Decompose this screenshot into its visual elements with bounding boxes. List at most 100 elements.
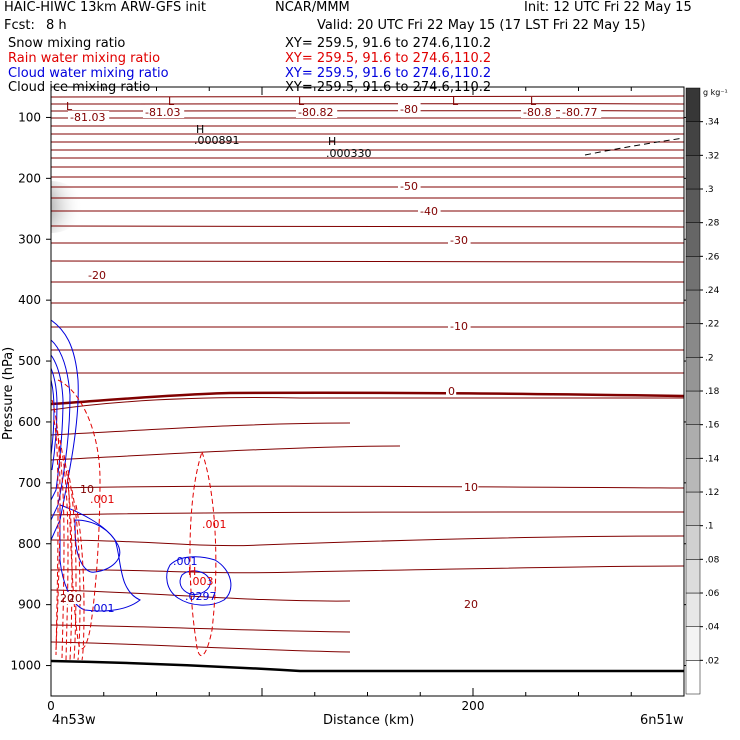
temp-contour-label: -80: [400, 103, 418, 116]
init-time: Init: 12 UTC Fri 22 May 15: [524, 0, 692, 15]
colorbar-swatch: [685, 559, 701, 594]
org-label: NCAR/MMM: [275, 0, 350, 15]
temp-label-bg: [521, 106, 556, 118]
y-tick-label: 600: [18, 415, 41, 429]
field-rain-xy: XY= 259.5, 91.6 to 274.6,110.2: [285, 51, 492, 66]
extremum-label: .000330: [326, 147, 372, 160]
temp-contour-label: -30: [450, 234, 468, 247]
extremum-label: L: [168, 95, 175, 108]
colorbar-swatch: [685, 357, 701, 392]
extremum-label: .0297: [185, 590, 217, 603]
x-tick-label: 200: [462, 699, 485, 713]
fcst-label: Fcst:: [4, 18, 35, 33]
extremum-label: H: [196, 123, 204, 136]
colorbar-label: .24: [705, 286, 720, 296]
x-endpoint-right: 6n51w: [640, 713, 684, 728]
temp-contour-label: 10: [464, 481, 478, 494]
colorbar-swatch: [685, 87, 701, 122]
ground-line: [51, 659, 684, 673]
colorbar-label: .32: [705, 151, 719, 161]
temp-label-bg: [68, 111, 110, 123]
freezing-level-line: [51, 391, 684, 406]
plot-frame: [50, 86, 685, 697]
x-tick-label: 0: [47, 699, 55, 713]
y-tick-label: 500: [18, 354, 41, 368]
y-tick-label: 200: [18, 171, 41, 185]
temp-contour-label: -40: [420, 205, 438, 218]
field-snow-name: Snow mixing ratio: [8, 36, 126, 51]
colorbar-swatch: [685, 660, 701, 695]
colorbar-label: .3: [705, 185, 714, 195]
colorbar-label: .1: [705, 522, 714, 532]
y-tick-label: 800: [18, 537, 41, 551]
colorbar-label: .2: [705, 353, 714, 363]
field-rain-name: Rain water mixing ratio: [8, 51, 161, 66]
extremum-label: .000891: [194, 134, 240, 147]
y-tick-label: 300: [18, 232, 41, 246]
mixing-ratio-label: .003: [189, 575, 214, 588]
colorbar: .02 .04 .06 .08 .1 .12 .14 .16 .18 .2 .22 .24 .26 .28…: [685, 87, 720, 695]
mixing-ratio-label: .001: [90, 493, 115, 506]
colorbar-label: .02: [705, 656, 719, 666]
extremum-label: H: [328, 135, 336, 148]
temp-label-bg: [418, 205, 441, 217]
extremum-label: L: [298, 95, 305, 108]
temp-contour-label: 20: [464, 598, 478, 611]
extremum-label: L: [452, 95, 459, 108]
colorbar-swatch: [685, 155, 701, 190]
mixing-ratio-label: .001: [202, 518, 227, 531]
fcst-value: 8 h: [46, 18, 67, 33]
colorbar-swatch: [685, 626, 701, 661]
colorbar-label: .08: [705, 555, 720, 565]
temp-contour-label: -20: [88, 269, 106, 282]
extremum-label: H: [188, 565, 196, 578]
y-tick-label: 900: [18, 598, 41, 612]
colorbar-swatch: [685, 289, 701, 324]
mixing-ratio-label: 20: [60, 592, 74, 605]
colorbar-label: .12: [705, 488, 719, 498]
temp-contour-label: 0: [448, 385, 455, 398]
temp-label-bg: [462, 598, 479, 610]
colorbar-label: .26: [705, 252, 720, 262]
cloud-water-contours: [51, 319, 232, 612]
temp-label-bg: [296, 106, 338, 118]
cloud-ice-contour: [584, 137, 684, 156]
colorbar-label: .34: [705, 118, 720, 128]
y-tick-label: 100: [18, 110, 41, 124]
field-cloudwater-xy: XY= 259.5, 91.6 to 274.6,110.2: [285, 66, 492, 81]
temp-label-bg: [448, 234, 471, 246]
y-tick-label: 1000: [10, 659, 41, 673]
temp-contour-label: -10: [450, 320, 468, 333]
temp-label-bg: [398, 180, 421, 192]
colorbar-label: .16: [705, 421, 720, 431]
temp-label-bg: [398, 103, 421, 115]
colorbar-swatch: [685, 525, 701, 560]
x-axis-label: Distance (km): [323, 713, 415, 728]
colorbar-swatch: [685, 458, 701, 493]
colorbar-swatch: [685, 424, 701, 459]
temp-label-bg: [143, 106, 185, 118]
y-axis-label: Pressure (hPa): [1, 346, 16, 440]
temp-contour-label: -80.8: [523, 106, 551, 119]
y-tick-label: 700: [18, 476, 41, 490]
temp-label-bg: [448, 320, 471, 332]
temp-contour-label: -80.82: [298, 106, 333, 119]
colorbar-unit: g kg⁻¹: [703, 88, 728, 97]
x-axis: 0 200: [47, 87, 685, 713]
colorbar-label: .22: [705, 320, 719, 330]
temp-label-bg: [446, 385, 457, 397]
temp-label-bg: [66, 592, 83, 604]
colorbar-label: .14: [705, 454, 720, 464]
temp-label-bg: [86, 269, 109, 281]
temp-contour-label: 20: [68, 592, 82, 605]
mixing-ratio-label: 10: [80, 483, 94, 496]
colorbar-swatch: [685, 256, 701, 291]
colorbar-label: .28: [705, 219, 720, 229]
temp-label-bg: [462, 481, 479, 493]
colorbar-label: .18: [705, 387, 720, 397]
rain-water-contours: [51, 379, 217, 661]
isotherms: [51, 95, 684, 653]
temp-contour-label: -81.03: [70, 111, 105, 124]
mixing-ratio-label: .001: [173, 555, 198, 568]
